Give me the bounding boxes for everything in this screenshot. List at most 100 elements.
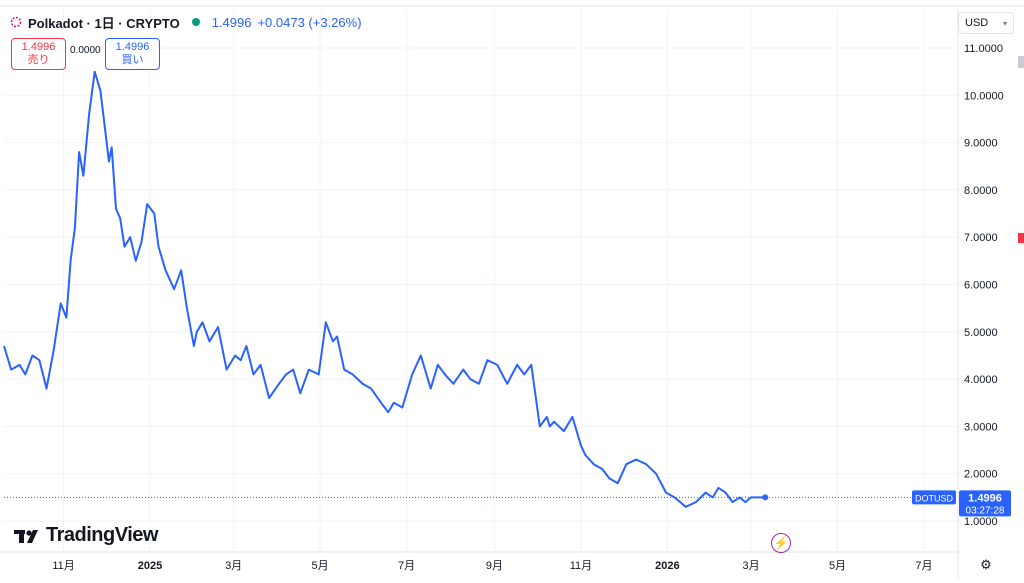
data-point — [108, 161, 110, 163]
data-point — [744, 501, 746, 503]
x-tick-label: 2025 — [138, 560, 162, 572]
data-point — [608, 477, 610, 479]
y-tick-label: 9.0000 — [964, 138, 998, 150]
data-point — [268, 397, 270, 399]
x-tick-label: 11月 — [52, 560, 74, 572]
gear-icon[interactable]: ⚙ — [980, 557, 992, 572]
data-point — [539, 425, 541, 427]
data-point — [655, 473, 657, 475]
buy-label: 買い — [121, 54, 144, 66]
price-tag-bg — [959, 490, 1011, 517]
lightning-icon[interactable]: ⚡ — [771, 533, 791, 553]
data-point — [486, 359, 488, 361]
data-point — [186, 307, 188, 309]
data-point — [362, 383, 364, 385]
data-point — [82, 175, 84, 177]
data-point — [563, 430, 565, 432]
data-point — [31, 354, 33, 356]
price-change: +0.0473 (+3.26%) — [257, 14, 362, 30]
y-tick-label: 2.0000 — [964, 469, 998, 481]
symbol-tag-label: DOTUSD — [915, 493, 954, 503]
price-line-series — [3, 70, 766, 508]
data-point — [209, 340, 211, 342]
data-point — [252, 373, 254, 375]
data-point — [19, 364, 21, 366]
sell-price: 1.4996 — [21, 41, 56, 53]
tradingview-mark-icon — [14, 529, 38, 543]
data-point — [593, 463, 595, 465]
data-point — [226, 369, 228, 371]
symbol-title[interactable]: Polkadot · 1日 · CRYPTO — [28, 15, 180, 31]
market-status-dot-icon — [191, 18, 200, 26]
tradingview-logo[interactable]: TradingView — [14, 524, 158, 547]
data-point — [217, 326, 219, 328]
data-point — [111, 146, 113, 148]
data-point — [115, 208, 117, 210]
data-point — [46, 388, 48, 390]
data-point — [584, 454, 586, 456]
data-point — [318, 373, 320, 375]
data-point — [3, 345, 5, 347]
y-tick-label: 1.0000 — [964, 516, 998, 528]
data-point — [240, 359, 242, 361]
data-point — [88, 113, 90, 115]
data-point — [135, 260, 137, 262]
grid — [4, 10, 958, 552]
data-point — [201, 321, 203, 323]
data-point — [705, 492, 707, 494]
sell-button[interactable]: 1.4996 売り — [11, 38, 66, 70]
data-point — [234, 354, 236, 356]
data-point — [65, 317, 67, 319]
last-price-dot — [762, 494, 769, 501]
data-point — [193, 345, 195, 347]
data-point — [571, 416, 573, 418]
data-point — [665, 492, 667, 494]
data-point — [292, 369, 294, 371]
y-tick-label: 8.0000 — [964, 185, 998, 197]
data-point — [94, 71, 96, 73]
currency-selector[interactable]: USD ▾ — [958, 12, 1014, 34]
y-tick-label: 7.0000 — [964, 232, 998, 244]
data-point — [10, 369, 12, 371]
buy-button[interactable]: 1.4996 買い — [105, 38, 160, 70]
x-tick-label: 11月 — [570, 560, 592, 572]
y-tick-label: 3.0000 — [964, 421, 998, 433]
data-point — [278, 383, 280, 385]
data-point — [153, 213, 155, 215]
data-point — [452, 383, 454, 385]
y-tick-label: 11.0000 — [964, 43, 1003, 55]
data-point — [299, 392, 301, 394]
sell-label: 売り — [27, 54, 50, 66]
x-tick-label: 3月 — [742, 560, 759, 572]
data-point — [625, 463, 627, 465]
data-point — [165, 269, 167, 271]
data-point — [78, 151, 80, 153]
y-tick-label: 6.0000 — [964, 280, 998, 292]
data-point — [549, 425, 551, 427]
data-point — [352, 373, 354, 375]
x-tick-label: 7月 — [915, 560, 932, 572]
y-tick-label: 5.0000 — [964, 327, 998, 339]
data-point — [173, 288, 175, 290]
data-point — [129, 236, 131, 238]
data-point — [462, 369, 464, 371]
last-price: 1.4996 — [211, 14, 252, 30]
chevron-down-icon: ▾ — [1002, 18, 1007, 28]
polkadot-icon — [10, 16, 22, 28]
data-point — [617, 482, 619, 484]
data-point — [387, 411, 389, 413]
data-point — [24, 373, 26, 375]
data-point — [60, 302, 62, 304]
data-point — [601, 468, 603, 470]
data-point — [332, 340, 334, 342]
data-point — [53, 350, 55, 352]
data-point — [401, 406, 403, 408]
data-point — [260, 364, 262, 366]
currency-label: USD — [965, 17, 989, 29]
series-layer — [3, 70, 766, 508]
data-point — [380, 402, 382, 404]
data-point — [141, 241, 143, 243]
data-point — [146, 203, 148, 205]
